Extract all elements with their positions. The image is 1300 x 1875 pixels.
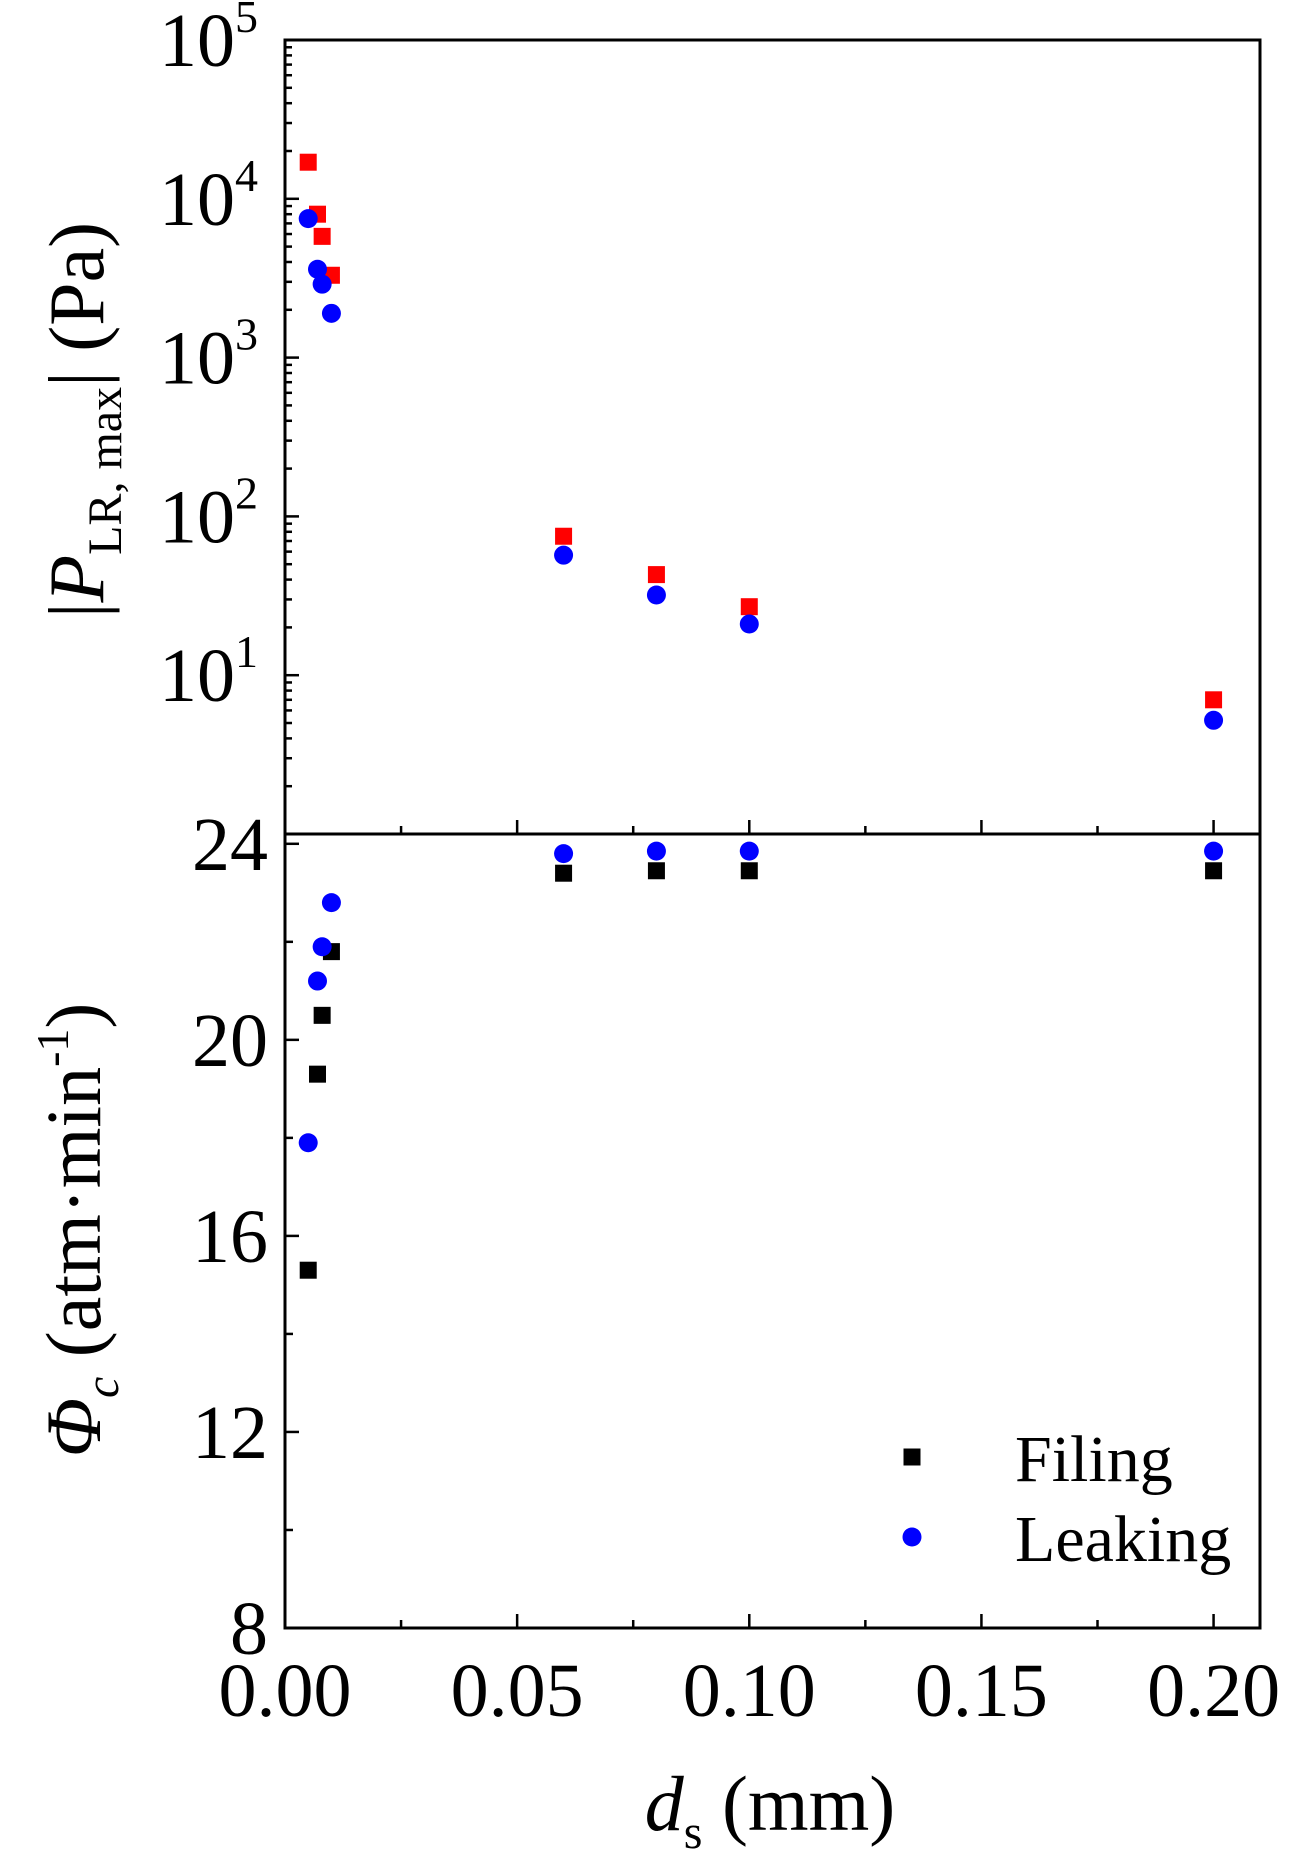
top-point xyxy=(299,153,317,171)
y-axis-label-bottom: Φc (atm·min-1) xyxy=(27,1003,129,1458)
bottom-point xyxy=(321,893,341,913)
top-plot-frame xyxy=(283,38,1262,836)
bottom-plot-frame xyxy=(283,832,1262,1630)
top-point xyxy=(739,614,759,634)
legend-label: Filing xyxy=(1015,1423,1173,1496)
bottom-point xyxy=(646,841,666,861)
bottom-point xyxy=(739,841,759,861)
top-point xyxy=(312,274,332,294)
bottom-point xyxy=(740,862,758,880)
bottom-point xyxy=(555,864,573,882)
y-tick-label-bottom: 12 xyxy=(192,1391,268,1475)
legend-label: Leaking xyxy=(1015,1503,1231,1576)
top-point xyxy=(308,259,327,279)
bottom-point xyxy=(299,1261,317,1279)
y-tick-label-bottom: 8 xyxy=(230,1587,268,1671)
bottom-point xyxy=(313,1006,331,1024)
top-point xyxy=(646,585,666,605)
y-tick-label-top: 103 xyxy=(159,309,258,401)
axes xyxy=(283,38,1215,1630)
top-point xyxy=(321,303,341,323)
y-axis-label-top: |PLR, max| (Pa) xyxy=(33,222,132,618)
y-tick-label-bottom: 16 xyxy=(192,1195,268,1279)
bottom-point xyxy=(1204,841,1224,861)
bottom-point xyxy=(308,971,327,991)
top-point xyxy=(740,598,758,616)
y-tick-label-bottom: 20 xyxy=(192,999,268,1083)
x-axis-label: ds (mm) xyxy=(645,1760,895,1859)
top-point xyxy=(555,527,573,545)
y-tick-label-top: 105 xyxy=(159,0,258,83)
bottom-point xyxy=(554,844,574,864)
y-tick-label-top: 102 xyxy=(159,467,258,559)
legend-marker xyxy=(903,1448,921,1466)
top-point xyxy=(1204,710,1224,730)
axis-labels: 0.00 0.05 0.10 0.15 0.20 101 102 103 104 105 8 12 16… xyxy=(27,0,1280,1859)
top-point xyxy=(554,545,574,565)
x-tick-label: 0.10 xyxy=(683,1649,816,1733)
bottom-point xyxy=(298,1133,318,1153)
bottom-point xyxy=(312,937,332,957)
bottom-point xyxy=(647,862,665,880)
x-tick-label: 0.05 xyxy=(451,1649,584,1733)
plot-frames xyxy=(283,38,1262,1630)
x-tick-label: 0.15 xyxy=(915,1649,1048,1733)
y-tick-label-top: 101 xyxy=(159,626,258,718)
data-points xyxy=(298,153,1224,1279)
top-point xyxy=(647,566,665,584)
y-tick-label-top: 104 xyxy=(159,150,258,242)
bottom-point xyxy=(1205,862,1223,880)
y-tick-label-bottom: 24 xyxy=(192,803,268,887)
legend-marker xyxy=(902,1527,922,1547)
top-point xyxy=(298,209,318,229)
top-point xyxy=(1205,691,1223,709)
top-point xyxy=(313,227,331,245)
x-tick-label: 0.00 xyxy=(219,1649,352,1733)
x-tick-label: 0.20 xyxy=(1147,1649,1280,1733)
bottom-point xyxy=(309,1065,326,1083)
